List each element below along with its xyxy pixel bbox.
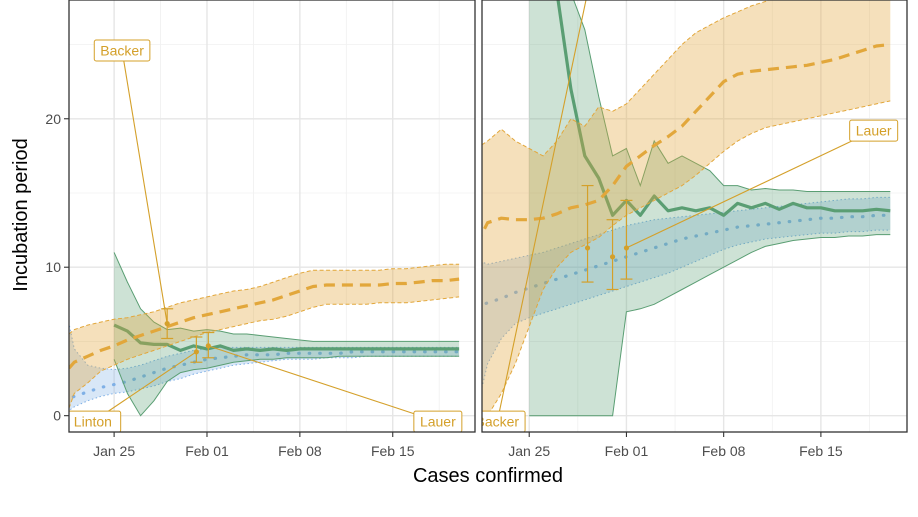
right-orange-upper-bound bbox=[482, 0, 771, 157]
left-point-estimate bbox=[193, 349, 199, 355]
left-panel-background bbox=[69, 0, 475, 432]
y-tick-label: 20 bbox=[45, 111, 61, 127]
right-label-connector bbox=[496, 0, 587, 422]
left-orange-lower-bound bbox=[69, 296, 460, 409]
left-green-median-line bbox=[113, 323, 460, 352]
y-tick-label: 10 bbox=[45, 259, 61, 275]
y-axis-title: Incubation period bbox=[10, 138, 32, 291]
left-label-box bbox=[69, 410, 122, 432]
left-green-upper-bound bbox=[113, 252, 460, 342]
left-label-linton: Linton bbox=[74, 414, 112, 430]
right-blue-upper-bound bbox=[482, 196, 891, 265]
left-label-lauer: Lauer bbox=[420, 414, 456, 430]
left-label-connector bbox=[208, 345, 439, 423]
left-x-tick-label: Jan 25 bbox=[93, 443, 135, 459]
right-plot-area: Backer Lauer bbox=[475, 0, 907, 432]
right-label-backer: Backer bbox=[475, 414, 519, 430]
left-x-tick-label: Feb 01 bbox=[185, 443, 229, 459]
left-panel-border bbox=[68, 0, 476, 433]
left-label-backer: Backer bbox=[100, 42, 144, 58]
left-label-connector bbox=[121, 50, 168, 324]
right-label-box bbox=[849, 119, 899, 142]
left-x-tick-label: Feb 15 bbox=[371, 443, 415, 459]
right-point-estimate bbox=[623, 245, 630, 251]
right-label-lauer: Lauer bbox=[856, 123, 892, 139]
left-orange-upper-bound bbox=[69, 263, 460, 335]
right-orange-median-line bbox=[482, 42, 891, 238]
right-green-upper-bound bbox=[573, 0, 891, 192]
right-x-tick-label: Jan 25 bbox=[508, 443, 550, 459]
right-x-tick-label: Feb 08 bbox=[702, 443, 746, 459]
left-orange-ribbon bbox=[69, 264, 460, 409]
right-label-connector bbox=[626, 130, 874, 249]
right-point-estimate bbox=[584, 245, 591, 251]
right-x-tick-label: Feb 01 bbox=[605, 443, 649, 459]
right-orange-ribbon bbox=[482, 0, 891, 416]
right-orange-lower-bound bbox=[482, 100, 891, 417]
left-point-estimate bbox=[205, 343, 211, 349]
y-tick-label: 0 bbox=[53, 408, 61, 424]
left-orange-median-line bbox=[69, 277, 460, 370]
left-label-box bbox=[93, 39, 151, 62]
left-blue-median-line bbox=[69, 350, 461, 401]
right-blue-median-line bbox=[482, 213, 892, 307]
left-green-lower-bound bbox=[113, 355, 460, 417]
left-x-tick-label: Feb 08 bbox=[278, 443, 322, 459]
left-blue-lower-bound bbox=[69, 355, 460, 412]
left-point-estimate bbox=[164, 321, 170, 327]
right-point-estimate bbox=[609, 254, 616, 260]
left-blue-ribbon bbox=[69, 323, 460, 411]
x-axis-title: Cases confirmed bbox=[413, 465, 563, 487]
right-x-tick-label: Feb 15 bbox=[799, 443, 843, 459]
left-plot-area: Backer Linton Lauer bbox=[69, 0, 475, 432]
left-label-box bbox=[413, 410, 463, 432]
right-panel-border bbox=[481, 0, 908, 433]
left-label-connector bbox=[92, 351, 197, 423]
left-green-ribbon bbox=[114, 252, 460, 416]
right-label-box bbox=[482, 410, 526, 432]
right-green-lower-bound bbox=[529, 234, 891, 417]
